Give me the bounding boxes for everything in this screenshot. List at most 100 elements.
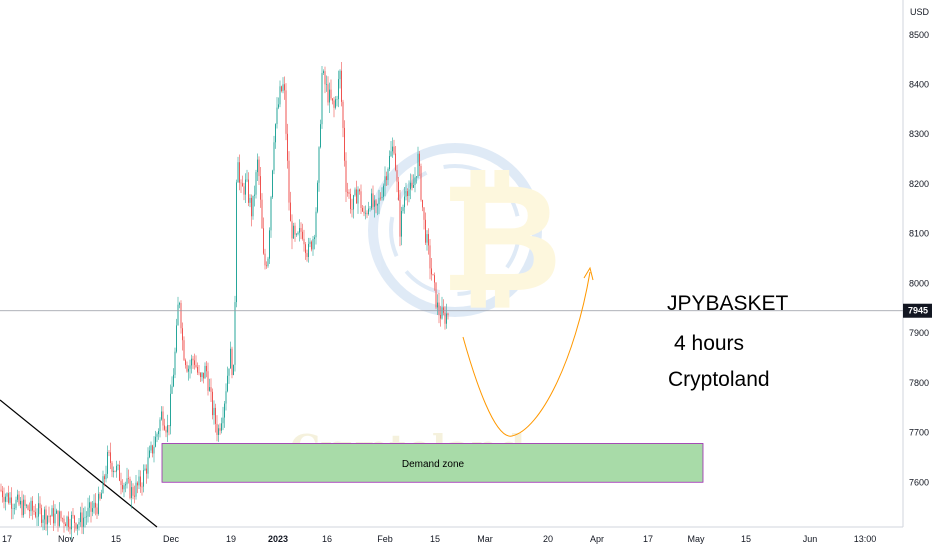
candle <box>155 430 156 448</box>
candle <box>246 169 248 183</box>
candle <box>353 194 354 219</box>
candle <box>261 193 263 229</box>
candle <box>26 503 27 509</box>
last-price-value: 7945 <box>908 306 928 316</box>
candle <box>150 441 152 454</box>
candle <box>48 506 50 523</box>
candle <box>93 494 95 514</box>
candle <box>219 423 221 435</box>
candle <box>47 515 48 536</box>
candle <box>393 139 395 156</box>
price-tick-label: 8400 <box>909 80 929 90</box>
candle <box>390 140 392 157</box>
candle <box>335 96 336 110</box>
candle <box>312 236 314 256</box>
candle <box>248 172 249 207</box>
candle <box>297 231 299 236</box>
candle <box>434 272 435 291</box>
candle <box>446 303 447 329</box>
projection-curve[interactable] <box>462 271 591 437</box>
price-axis[interactable]: 7600 7700 7800 7900 8000 8100 8200 8300 8400 8500 <box>909 30 929 487</box>
candle <box>402 204 404 214</box>
candle <box>194 353 195 370</box>
candle <box>131 480 132 509</box>
candle <box>435 282 437 310</box>
candle <box>279 80 281 108</box>
candle <box>350 188 351 214</box>
candle <box>84 506 86 528</box>
candle <box>141 482 143 496</box>
candle <box>50 514 51 525</box>
candle <box>243 182 245 201</box>
candle <box>12 503 14 520</box>
demand-zone-label: Demand zone <box>402 459 465 470</box>
candle <box>107 445 108 479</box>
candle <box>86 511 87 525</box>
price-tick-label: 8100 <box>909 229 929 239</box>
candle <box>276 97 278 129</box>
candle <box>170 384 171 435</box>
candle <box>81 502 83 534</box>
candle <box>99 491 101 501</box>
svg-text:₿: ₿ <box>440 152 562 326</box>
candle <box>122 479 123 493</box>
candle <box>396 164 398 193</box>
candle <box>255 169 257 199</box>
candle <box>383 183 384 201</box>
candle <box>198 364 200 376</box>
candle <box>309 237 311 248</box>
author-annotation: Cryptoland <box>668 368 770 391</box>
candle <box>294 222 296 242</box>
candle <box>42 515 44 531</box>
symbol-annotation: JPYBASKET <box>667 292 789 315</box>
price-tick-label: 8000 <box>909 278 929 288</box>
demand-zone[interactable] <box>161 443 704 483</box>
candle <box>2 485 3 503</box>
candle <box>212 388 213 420</box>
candle <box>228 368 230 384</box>
candle <box>83 507 84 535</box>
candle <box>126 467 128 489</box>
candle <box>158 428 159 440</box>
candle <box>237 156 239 183</box>
candle <box>359 188 360 195</box>
candle <box>5 493 6 511</box>
candle <box>224 400 225 428</box>
candle <box>345 152 347 203</box>
candle <box>236 179 237 308</box>
candle <box>185 358 186 369</box>
candle <box>204 362 206 379</box>
candle <box>159 417 161 438</box>
candle <box>125 481 126 493</box>
candle <box>189 359 191 379</box>
candle <box>384 166 386 197</box>
candle <box>98 486 99 516</box>
candle <box>282 77 284 94</box>
candle <box>362 204 363 213</box>
candle <box>330 79 332 101</box>
time-tick-label: 17 <box>643 534 653 544</box>
candle <box>441 296 443 320</box>
candle <box>377 203 378 216</box>
candle <box>156 432 158 443</box>
candle <box>315 207 317 245</box>
candle <box>41 504 42 527</box>
candle <box>425 212 426 245</box>
candle <box>432 273 434 276</box>
candle <box>147 447 149 479</box>
candle <box>69 518 71 535</box>
candle <box>251 194 252 227</box>
candle <box>336 95 338 107</box>
candle <box>186 361 188 373</box>
candle <box>288 151 290 211</box>
candle <box>438 292 440 324</box>
time-axis[interactable]: 17 Nov 15 Dec 19 2023 16 Feb 15 Mar 20 Apr 17 May 15 Ju… <box>2 534 876 544</box>
candle <box>149 445 150 459</box>
candle <box>285 83 287 141</box>
trend-line[interactable] <box>0 399 158 528</box>
candle <box>96 503 98 519</box>
candle <box>321 65 323 129</box>
candle <box>326 75 327 92</box>
candle <box>306 249 308 262</box>
